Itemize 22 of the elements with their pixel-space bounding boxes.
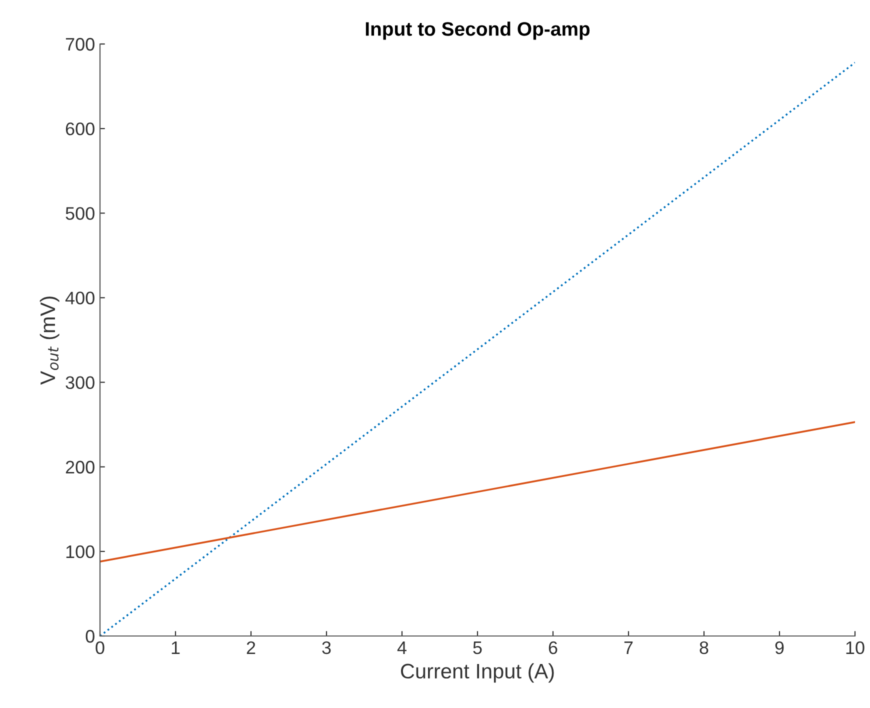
y-tick-label: 500 <box>66 207 94 220</box>
x-tick-label: 1 <box>172 642 180 654</box>
chart-title: Input to Second Op-amp <box>366 22 590 40</box>
x-tick-label: 6 <box>548 641 558 654</box>
x-tick-label: 8 <box>700 641 708 654</box>
y-tick-label: 200 <box>66 460 94 474</box>
y-tick-label: 300 <box>66 376 94 390</box>
x-tick-label: 0 <box>96 641 104 654</box>
y-tick-label: 700 <box>66 38 94 51</box>
y-tick-label: 100 <box>66 545 94 558</box>
y-tick-label: 0 <box>86 630 94 643</box>
x-axis-title: Current Input (A) <box>400 663 554 683</box>
x-tick-label: 2 <box>246 641 256 654</box>
x-tick-label: 3 <box>322 641 331 654</box>
y-axis-title: V$_{out}$ (mV) <box>40 296 60 385</box>
x-tick-label: 7 <box>624 642 633 654</box>
x-tick-label: 5 <box>473 642 482 654</box>
x-tick-label: 9 <box>775 641 784 654</box>
y-tick-label: 400 <box>65 292 94 304</box>
y-tick-label: 600 <box>66 122 94 136</box>
x-tick-label: 10 <box>846 641 864 654</box>
x-tick-label: 4 <box>397 642 406 654</box>
